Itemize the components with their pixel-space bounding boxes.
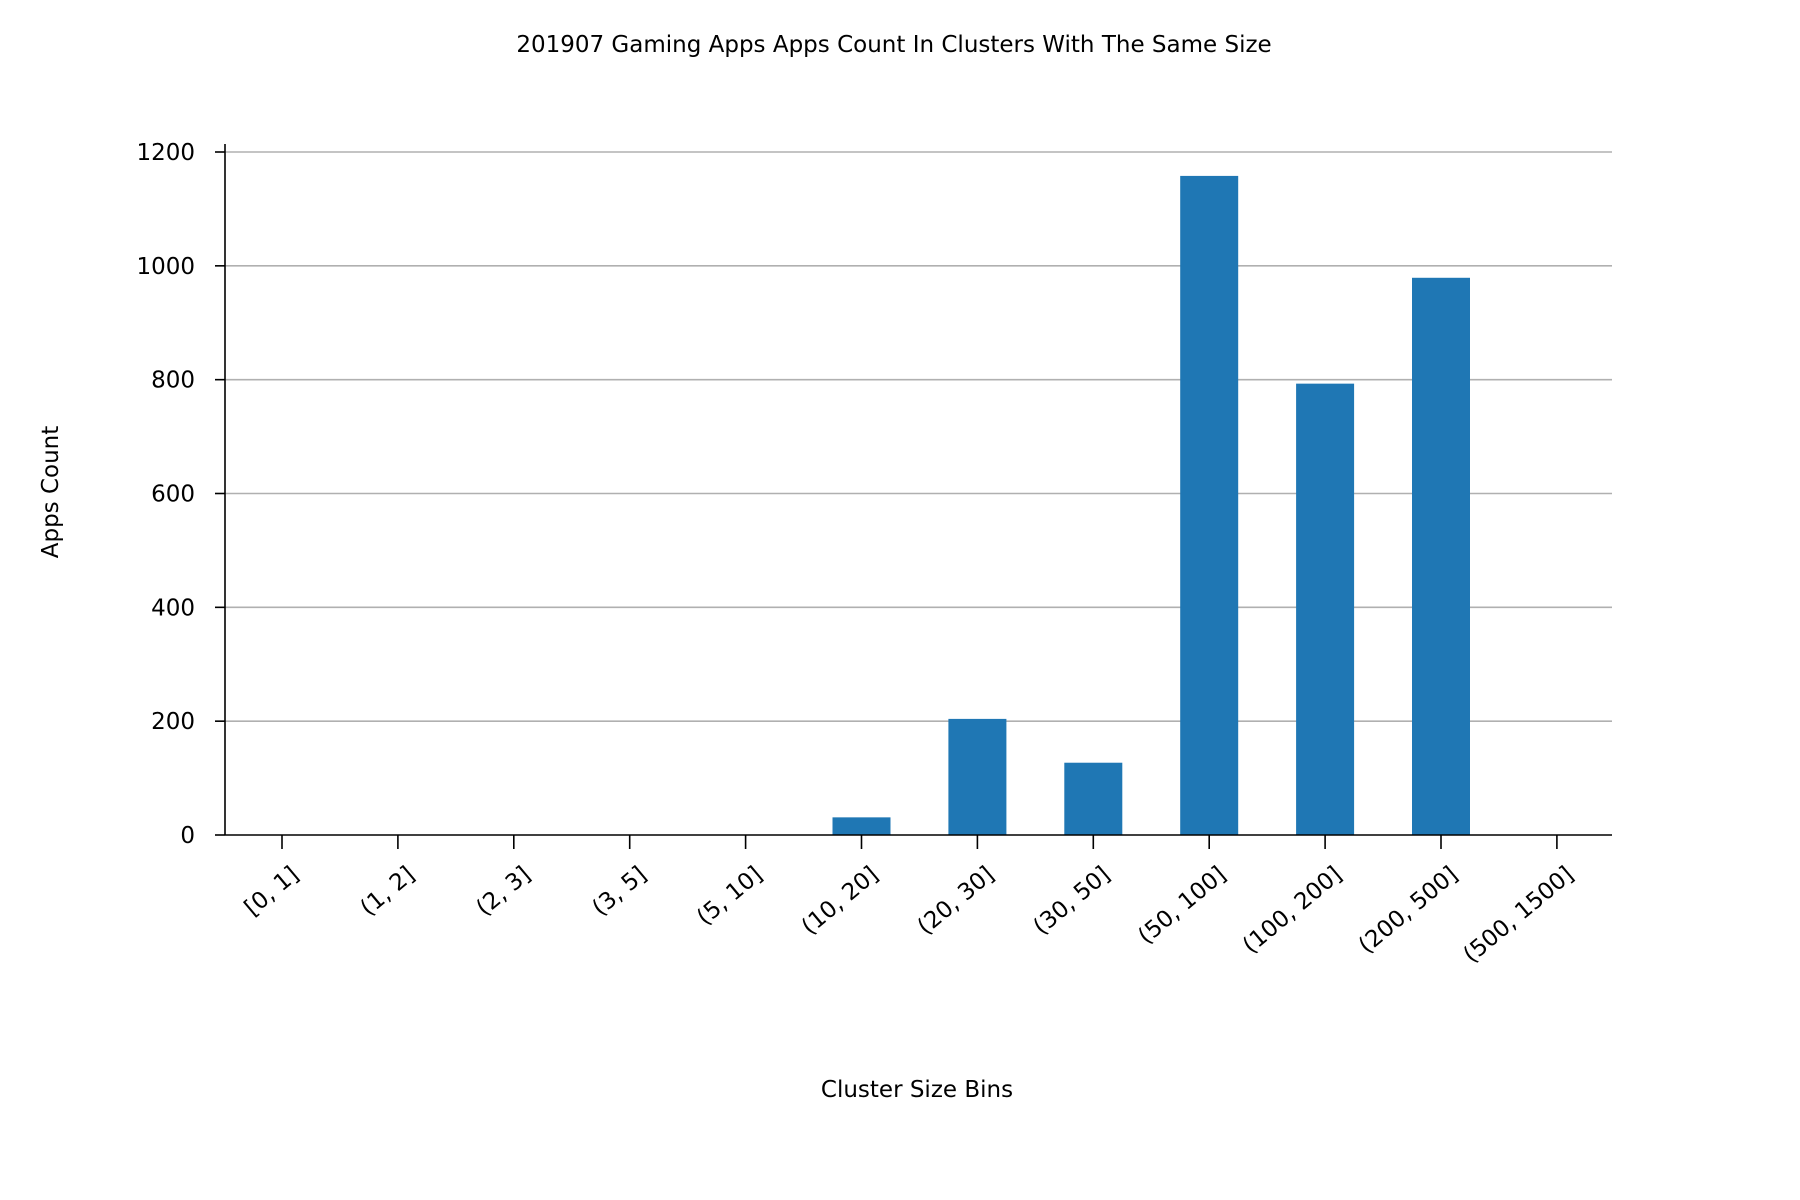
y-tick-label: 1200 bbox=[136, 140, 195, 166]
x-tick-label: (200, 500] bbox=[1354, 862, 1463, 959]
axes bbox=[224, 144, 1612, 836]
x-tick-label: (2, 3] bbox=[472, 862, 536, 922]
bar bbox=[1064, 762, 1123, 835]
x-tick-label: (500, 1500] bbox=[1459, 862, 1579, 969]
x-tick-label: (20, 30] bbox=[913, 862, 1000, 940]
x-ticks: [0, 1] (1, 2] (2, 3] (3, 5] (5, 10] (10, 20] (… bbox=[240, 835, 1579, 968]
y-tick-label: 400 bbox=[151, 595, 195, 621]
x-tick-label: (100, 200] bbox=[1238, 862, 1347, 959]
y-tick-label: 800 bbox=[151, 368, 195, 394]
bars bbox=[832, 175, 1470, 835]
x-tick-label: (1, 2] bbox=[356, 862, 420, 922]
gridlines bbox=[225, 151, 1612, 722]
y-tick-label: 1000 bbox=[136, 254, 195, 280]
bar bbox=[832, 817, 891, 835]
x-tick-label: (10, 20] bbox=[797, 862, 884, 940]
x-tick-label: (5, 10] bbox=[692, 862, 767, 931]
y-ticks: 0 200 400 600 800 1000 1200 bbox=[136, 140, 225, 849]
bar bbox=[948, 718, 1007, 835]
chart-title: 201907 Gaming Apps Apps Count In Cluster… bbox=[516, 32, 1271, 58]
x-tick-label: (50, 100] bbox=[1133, 862, 1231, 950]
x-axis-label: Cluster Size Bins bbox=[821, 1077, 1013, 1103]
bar bbox=[1412, 277, 1470, 835]
bar bbox=[1296, 383, 1355, 835]
y-tick-label: 0 bbox=[180, 823, 195, 849]
y-tick-label: 600 bbox=[151, 482, 195, 508]
bar bbox=[1180, 175, 1239, 835]
x-tick-label: (3, 5] bbox=[587, 862, 651, 922]
x-tick-label: [0, 1] bbox=[240, 862, 304, 922]
y-tick-label: 200 bbox=[151, 709, 195, 735]
y-axis-label: Apps Count bbox=[38, 426, 64, 559]
x-tick-label: (30, 50] bbox=[1029, 862, 1116, 940]
